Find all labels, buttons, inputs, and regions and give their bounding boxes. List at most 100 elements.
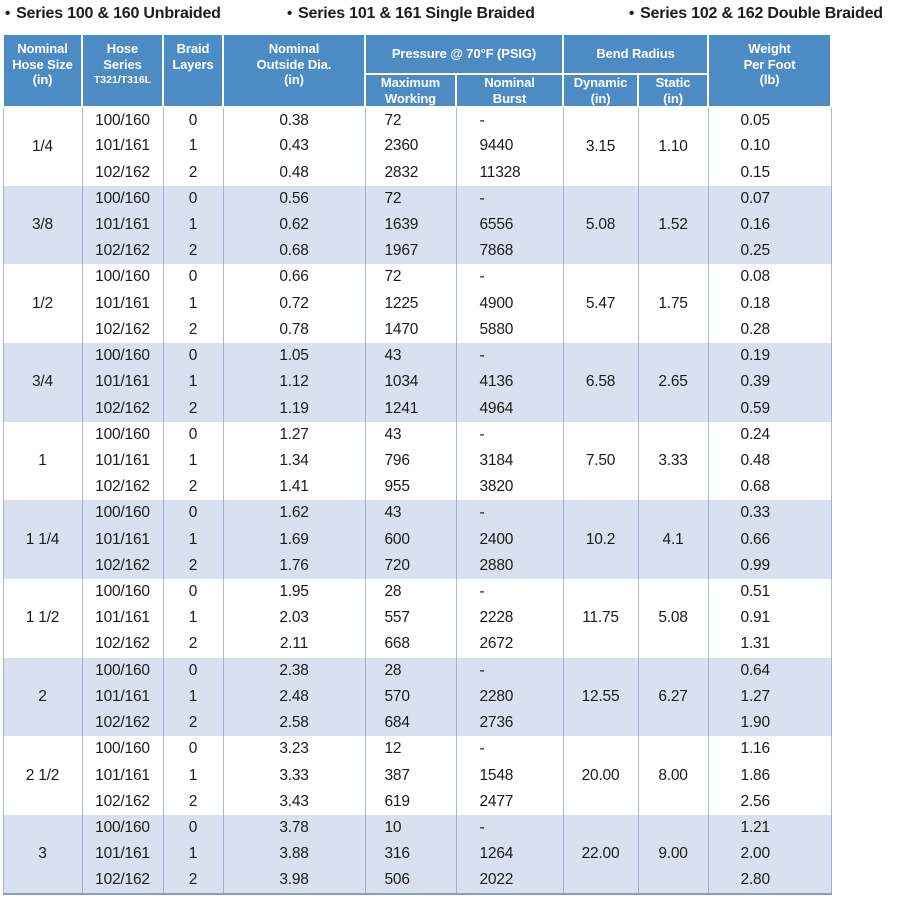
cell-braid-layers: 0 [162,736,224,763]
cell-dynamic: 22.00 [562,814,639,894]
cell-braid-layers: 1 [162,290,224,317]
cell-series: 101/161 [81,447,164,475]
cell-series: 100/160 [81,421,164,448]
table-row: 1/2 100/160 0 0.66 72-5.47 1.75 0.08 [2,264,832,343]
cell-braid-layers: 0 [162,185,224,212]
cell-outside-dia: 1.05 [222,342,366,370]
cell-braid-layers: 1 [162,526,224,553]
cell-weight: 1.31 [707,631,832,658]
cell-braid-layers: 2 [162,710,224,737]
table-row: 101/161 1 0.43 2360 9440 0.10 [3,133,832,160]
cell-weight: 0.15 [707,159,832,186]
cell-burst: 2280 [455,683,564,711]
cell-weight: 0.18 [707,290,832,317]
cell-burst: - [455,500,564,527]
cell-braid-layers: 1 [162,447,224,475]
cell-series: 100/160 [81,342,164,370]
legend-label: Series 100 & 160 Unbraided [16,5,221,22]
header-dynamic: Dynamic (in) [562,73,640,108]
cell-dynamic: 5.47 [562,264,639,343]
table-row: 102/162 2 0.48 2832 11328 0.15 [3,159,832,186]
table-row: 2 100/160 0 2.38 28-12.55 6.27 0.64 [2,657,832,737]
table-row: 102/162 2 0.78 1470 5880 0.28 [3,316,832,343]
cell-weight: 1.21 [707,814,832,842]
cell-weight: 0.05 [707,107,832,134]
table-row: 3 100/160 0 3.78 10-22.00 9.00 1.21 [2,814,832,894]
cell-size: 1/2 [2,264,83,343]
cell-burst: 2022 [455,867,564,894]
cell-static: 6.27 [637,657,709,737]
cell-weight: 0.08 [707,264,832,291]
cell-static: 1.10 [637,107,709,186]
spec-table-body: 1/4 100/160 0 0.38 72-3.15 1.10 0.05 101/161 1 0.… [2,107,832,894]
table-row: 1 1/4 100/160 0 1.62 43-10.2 4.1 0.33 [2,500,832,579]
cell-series: 101/161 [81,605,164,632]
cell-braid-layers: 1 [162,133,224,160]
cell-outside-dia: 1.12 [222,369,366,396]
cell-braid-layers: 0 [162,421,224,448]
cell-burst: 4900 [455,290,564,317]
cell-outside-dia: 3.23 [222,736,366,763]
cell-series: 102/162 [81,710,164,737]
cell-weight: 0.33 [707,500,832,527]
cell-static: 3.33 [637,421,709,501]
table-row: 1 1/2 100/160 0 1.95 28-11.75 5.08 0.51 [2,578,832,658]
cell-braid-layers: 2 [162,474,224,501]
cell-max-working: 43 [364,342,457,370]
header-bend-radius: Bend Radius [562,33,710,75]
cell-series: 102/162 [81,631,164,658]
cell-series: 100/160 [81,814,164,842]
legend-label: Series 101 & 161 Single Braided [298,5,535,22]
cell-outside-dia: 0.56 [222,185,366,212]
cell-braid-layers: 2 [162,552,224,579]
cell-max-working: 720 [364,552,457,579]
cell-braid-layers: 1 [162,211,224,239]
cell-size: 1 1/4 [2,500,83,579]
table-row: 1 100/160 0 1.27 43-7.50 3.33 0.24 [2,421,832,501]
cell-outside-dia: 2.38 [222,657,366,684]
cell-max-working: 1470 [364,316,457,343]
table-row: 1/4 100/160 0 0.38 72-3.15 1.10 0.05 [2,107,832,186]
header-braid-layers: Braid Layers [162,33,224,108]
cell-size: 2 [2,657,83,737]
cell-outside-dia: 2.48 [222,683,366,711]
cell-outside-dia: 0.43 [222,133,366,160]
cell-burst: - [455,107,564,134]
table-row: 101/161 1 1.12 1034 4136 0.39 [3,369,832,396]
cell-outside-dia: 1.27 [222,421,366,448]
cell-dynamic: 5.08 [562,185,639,265]
cell-weight: 2.80 [707,867,832,894]
cell-series: 100/160 [81,657,164,684]
cell-outside-dia: 3.43 [222,788,366,815]
table-row: 102/162 2 3.43 619 2477 2.56 [3,788,832,815]
cell-burst: 1264 [455,841,564,868]
cell-burst: - [455,185,564,212]
cell-burst: - [455,264,564,291]
cell-max-working: 1241 [364,395,457,422]
legend-item-double-braided: • Series 102 & 162 Double Braided [629,1,883,27]
cell-dynamic: 6.58 [562,342,639,422]
spec-table: Nominal Hose Size (in) Hose Series T321/T… [2,33,833,895]
cell-outside-dia: 1.19 [222,395,366,422]
legend-item-unbraided: • Series 100 & 160 Unbraided [5,1,221,27]
cell-braid-layers: 0 [162,264,224,291]
header-weight-per-foot: Weight Per Foot (lb) [707,33,833,108]
cell-weight: 0.68 [707,474,832,501]
cell-max-working: 2832 [364,159,457,186]
cell-burst: - [455,578,564,606]
cell-outside-dia: 3.88 [222,841,366,868]
header-maximum-working: Maximum Working [364,73,457,108]
bullet-icon: • [629,5,635,22]
table-row: 101/161 1 2.03 557 2228 0.91 [3,605,832,632]
cell-braid-layers: 0 [162,107,224,134]
cell-max-working: 955 [364,474,457,501]
table-row: 102/162 2 0.68 1967 7868 0.25 [3,238,832,265]
cell-series: 101/161 [81,762,164,789]
cell-max-working: 10 [364,814,457,842]
cell-burst: - [455,657,564,684]
cell-weight: 0.25 [707,238,832,265]
cell-max-working: 28 [364,657,457,684]
cell-outside-dia: 2.11 [222,631,366,658]
cell-outside-dia: 2.58 [222,710,366,737]
cell-burst: - [455,814,564,842]
